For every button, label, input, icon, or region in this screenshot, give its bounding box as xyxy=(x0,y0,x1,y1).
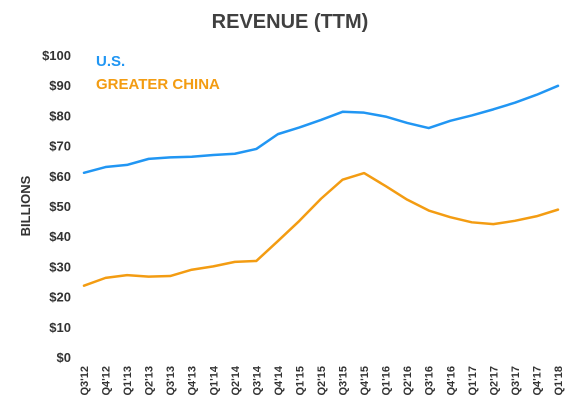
data-point xyxy=(234,261,235,262)
data-point xyxy=(364,112,365,113)
x-tick-label: Q3'13 xyxy=(165,366,177,396)
data-point xyxy=(170,276,171,277)
data-point xyxy=(407,199,408,200)
data-point xyxy=(84,285,85,286)
data-point xyxy=(213,266,214,267)
y-tick-label: $20 xyxy=(49,290,71,305)
data-point xyxy=(213,154,214,155)
data-point xyxy=(536,94,537,95)
y-tick-label: $100 xyxy=(42,48,71,63)
data-point xyxy=(148,158,149,159)
x-tick-label: Q4'14 xyxy=(273,365,285,395)
legend-entry: U.S. xyxy=(96,53,125,70)
data-point xyxy=(514,102,515,103)
y-tick-label: $80 xyxy=(49,108,71,123)
x-tick-label: Q4'12 xyxy=(101,366,113,396)
x-axis-ticks: Q3'12 Q4'12 Q1'13 Q2'13 Q3'13 Q4'13 Q1'14 Q2'14… xyxy=(79,365,565,395)
y-tick-label: $10 xyxy=(49,320,71,335)
x-tick-label: Q1'17 xyxy=(467,366,479,396)
data-point xyxy=(277,241,278,242)
data-point xyxy=(234,153,235,154)
data-point xyxy=(536,216,537,217)
data-point xyxy=(299,220,300,221)
y-tick-label: $30 xyxy=(49,259,71,274)
y-tick-label: $0 xyxy=(57,350,71,365)
x-tick-label: Q3'12 xyxy=(79,366,91,396)
x-tick-label: Q2'17 xyxy=(488,366,500,396)
data-point xyxy=(148,276,149,277)
data-point xyxy=(407,122,408,123)
data-point xyxy=(558,85,559,86)
x-tick-label: Q3'16 xyxy=(424,366,436,396)
x-tick-label: Q1'15 xyxy=(294,366,306,396)
data-point xyxy=(471,222,472,223)
data-point xyxy=(558,209,559,210)
x-tick-label: Q2'16 xyxy=(402,366,414,396)
x-tick-label: Q2'13 xyxy=(144,366,156,396)
data-point xyxy=(256,260,257,261)
data-point xyxy=(170,157,171,158)
data-point xyxy=(127,164,128,165)
series-lines xyxy=(82,84,560,287)
x-tick-label: Q1'13 xyxy=(122,366,134,396)
x-tick-label: Q3'17 xyxy=(510,366,522,396)
x-tick-label: Q4'16 xyxy=(445,366,457,396)
series-line-greater-china xyxy=(82,171,560,287)
x-tick-label: Q2'15 xyxy=(316,366,328,396)
y-tick-label: $60 xyxy=(49,169,71,184)
x-tick-label: Q3'14 xyxy=(251,365,263,395)
y-axis-ticks: $0 $10 $20 $30 $40 $50 $60 $70 $80 $90 $100 xyxy=(42,48,71,365)
data-point xyxy=(428,128,429,129)
x-tick-label: Q1'14 xyxy=(208,365,220,395)
chart-title: REVENUE (TTM) xyxy=(212,11,369,33)
y-tick-label: $40 xyxy=(49,229,71,244)
y-tick-label: $70 xyxy=(49,139,71,154)
series-line-us xyxy=(82,84,560,175)
legend-entry: GREATER CHINA xyxy=(96,76,220,93)
data-point xyxy=(256,148,257,149)
data-point xyxy=(450,120,451,121)
y-tick-label: $50 xyxy=(49,199,71,214)
data-point xyxy=(105,167,106,168)
data-point xyxy=(514,220,515,221)
data-point xyxy=(450,217,451,218)
data-point xyxy=(493,224,494,225)
data-point xyxy=(385,116,386,117)
data-point xyxy=(84,172,85,173)
data-point xyxy=(321,119,322,120)
data-point xyxy=(277,134,278,135)
x-tick-label: Q3'15 xyxy=(338,366,350,396)
data-point xyxy=(342,179,343,180)
data-point xyxy=(471,115,472,116)
y-tick-label: $90 xyxy=(49,78,71,93)
x-tick-label: Q4'15 xyxy=(359,366,371,396)
legend: U.S. GREATER CHINA xyxy=(96,53,220,93)
data-point xyxy=(364,173,365,174)
x-tick-label: Q1'16 xyxy=(381,366,393,396)
x-tick-label: Q4'17 xyxy=(531,366,543,396)
data-point xyxy=(191,269,192,270)
data-point xyxy=(299,127,300,128)
x-tick-label: Q4'13 xyxy=(187,366,199,396)
x-tick-label: Q1'18 xyxy=(553,366,565,396)
data-point xyxy=(191,156,192,157)
data-point xyxy=(321,198,322,199)
data-point xyxy=(493,109,494,110)
data-point xyxy=(385,186,386,187)
data-point xyxy=(342,111,343,112)
x-tick-label: Q2'14 xyxy=(230,365,242,395)
data-point xyxy=(105,277,106,278)
data-point xyxy=(127,275,128,276)
data-point xyxy=(428,210,429,211)
y-axis-label: BILLIONS xyxy=(18,175,33,236)
